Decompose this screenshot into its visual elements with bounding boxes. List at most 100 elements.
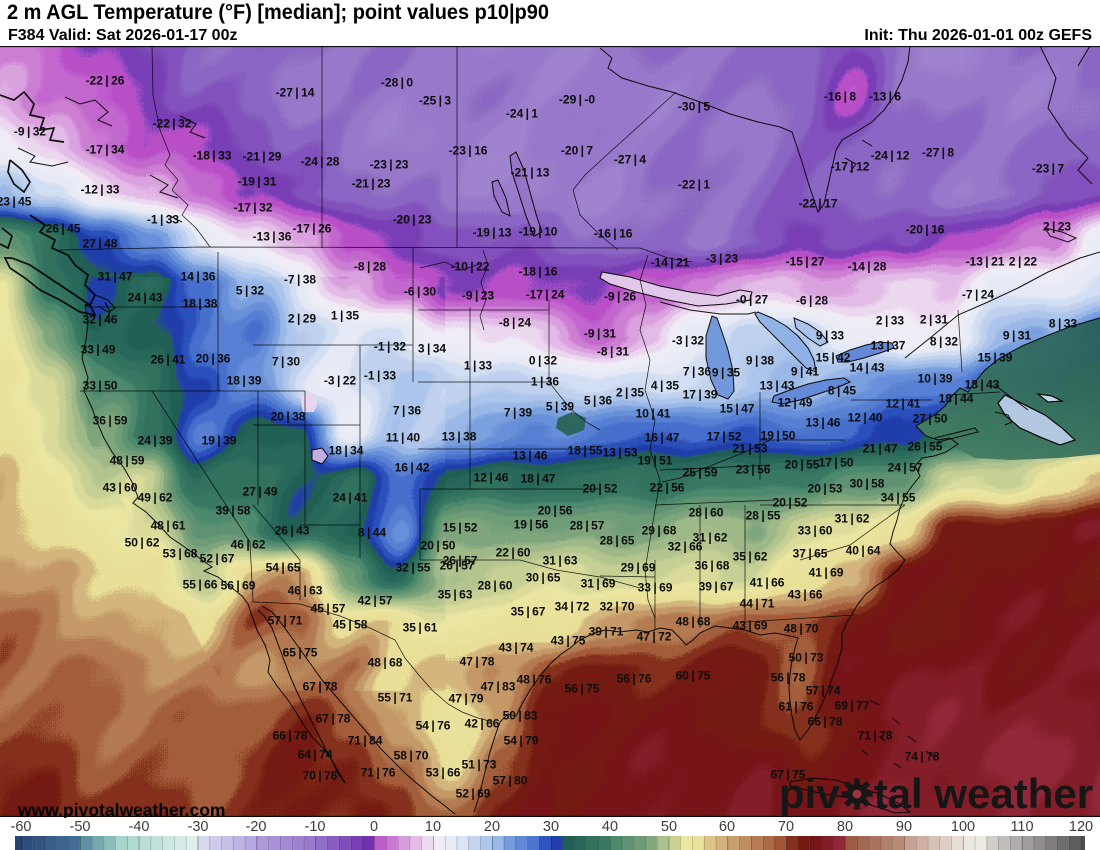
svg-text:33 | 60: 33 | 60 <box>798 524 833 538</box>
svg-text:110: 110 <box>1010 819 1033 835</box>
svg-text:12 | 46: 12 | 46 <box>474 471 509 485</box>
svg-text:50 | 73: 50 | 73 <box>789 651 824 665</box>
svg-text:-27 | 4: -27 | 4 <box>614 153 647 167</box>
svg-text:13 | 53: 13 | 53 <box>603 446 638 460</box>
svg-text:-19 | 31: -19 | 31 <box>238 175 277 189</box>
svg-text:53 | 68: 53 | 68 <box>163 547 198 561</box>
svg-text:-17 | 12: -17 | 12 <box>831 160 870 174</box>
svg-text:31 | 62: 31 | 62 <box>835 512 870 526</box>
svg-text:-30 | 5: -30 | 5 <box>678 100 711 114</box>
svg-text:11 | 40: 11 | 40 <box>386 431 421 445</box>
svg-text:45 | 58: 45 | 58 <box>333 618 368 632</box>
svg-text:5 | 39: 5 | 39 <box>546 400 575 414</box>
svg-text:27 | 49: 27 | 49 <box>243 485 278 499</box>
svg-text:15 | 52: 15 | 52 <box>443 521 478 535</box>
svg-text:-8 | 24: -8 | 24 <box>499 316 532 330</box>
svg-text:26 | 41: 26 | 41 <box>151 353 186 367</box>
svg-text:47 | 78: 47 | 78 <box>460 655 495 669</box>
svg-text:-7 | 24: -7 | 24 <box>962 288 995 302</box>
svg-text:48 | 68: 48 | 68 <box>676 615 711 629</box>
svg-text:-17 | 24: -17 | 24 <box>526 288 565 302</box>
svg-text:-17 | 32: -17 | 32 <box>234 201 273 215</box>
svg-text:10 | 41: 10 | 41 <box>636 407 671 421</box>
svg-text:12 | 49: 12 | 49 <box>778 396 813 410</box>
svg-text:-9 | 26: -9 | 26 <box>604 290 637 304</box>
svg-text:-24 | 12: -24 | 12 <box>871 149 910 163</box>
svg-text:-6 | 28: -6 | 28 <box>796 294 829 308</box>
svg-text:66 | 78: 66 | 78 <box>273 729 308 743</box>
svg-text:20 | 52: 20 | 52 <box>583 482 618 496</box>
svg-text:9 | 31: 9 | 31 <box>1003 329 1032 343</box>
svg-text:-50: -50 <box>70 819 91 835</box>
svg-text:-21 | 29: -21 | 29 <box>243 150 282 164</box>
svg-text:20 | 56: 20 | 56 <box>538 504 573 518</box>
svg-text:71 | 78: 71 | 78 <box>858 729 893 743</box>
svg-text:52 | 67: 52 | 67 <box>200 552 235 566</box>
svg-text:16 | 42: 16 | 42 <box>395 461 430 475</box>
svg-text:0 | 32: 0 | 32 <box>529 354 558 368</box>
svg-text:50 | 83: 50 | 83 <box>503 709 538 723</box>
svg-text:42 | 57: 42 | 57 <box>358 594 393 608</box>
svg-text:21 | 47: 21 | 47 <box>863 442 898 456</box>
svg-text:35 | 62: 35 | 62 <box>733 550 768 564</box>
svg-text:57 | 80: 57 | 80 <box>493 774 528 788</box>
svg-text:27 | 48: 27 | 48 <box>83 237 118 251</box>
svg-text:-23 | 7: -23 | 7 <box>1032 162 1065 176</box>
svg-text:43 | 66: 43 | 66 <box>788 588 823 602</box>
svg-text:56 | 69: 56 | 69 <box>221 579 256 593</box>
svg-text:7 | 30: 7 | 30 <box>272 355 301 369</box>
svg-text:37 | 65: 37 | 65 <box>793 547 828 561</box>
svg-text:19 | 39: 19 | 39 <box>202 434 237 448</box>
svg-text:67 | 75: 67 | 75 <box>771 768 806 782</box>
svg-text:-18 | 16: -18 | 16 <box>519 265 558 279</box>
svg-text:34 | 55: 34 | 55 <box>881 491 916 505</box>
svg-text:39 | 67: 39 | 67 <box>699 580 734 594</box>
svg-text:56 | 75: 56 | 75 <box>565 682 600 696</box>
svg-text:7 | 36: 7 | 36 <box>393 404 422 418</box>
svg-text:15 | 47: 15 | 47 <box>720 402 755 416</box>
svg-text:-7 | 38: -7 | 38 <box>284 273 317 287</box>
svg-text:50: 50 <box>661 819 677 835</box>
svg-text:-29 | -0: -29 | -0 <box>559 93 596 107</box>
svg-text:46 | 62: 46 | 62 <box>231 538 266 552</box>
svg-text:48 | 59: 48 | 59 <box>110 454 145 468</box>
svg-text:100: 100 <box>951 819 975 835</box>
svg-text:12 | 41: 12 | 41 <box>886 397 921 411</box>
svg-text:70: 70 <box>778 819 794 835</box>
svg-text:66 | 78: 66 | 78 <box>808 715 843 729</box>
svg-text:31 | 63: 31 | 63 <box>543 554 578 568</box>
svg-text:10: 10 <box>425 819 441 835</box>
svg-text:26 | 57: 26 | 57 <box>443 554 478 568</box>
svg-text:19 | 50: 19 | 50 <box>761 429 796 443</box>
svg-text:31 | 47: 31 | 47 <box>98 270 133 284</box>
svg-text:-25 | 3: -25 | 3 <box>419 94 452 108</box>
svg-text:18 | 38: 18 | 38 <box>183 297 218 311</box>
svg-text:65 | 75: 65 | 75 <box>283 646 318 660</box>
svg-text:-1 | 33: -1 | 33 <box>147 213 180 227</box>
svg-text:2 | 22: 2 | 22 <box>1009 255 1038 269</box>
svg-text:24 | 57: 24 | 57 <box>888 461 923 475</box>
svg-text:10 | 39: 10 | 39 <box>918 372 953 386</box>
svg-text:58 | 70: 58 | 70 <box>394 749 429 763</box>
svg-text:22 | 56: 22 | 56 <box>650 481 685 495</box>
svg-text:33 | 50: 33 | 50 <box>83 379 118 393</box>
svg-text:28 | 60: 28 | 60 <box>478 579 513 593</box>
svg-text:54 | 76: 54 | 76 <box>416 719 451 733</box>
svg-text:-30: -30 <box>188 819 209 835</box>
svg-text:-23 | 16: -23 | 16 <box>449 144 488 158</box>
svg-text:-13 | 36: -13 | 36 <box>253 230 292 244</box>
svg-text:-20 | 7: -20 | 7 <box>561 144 594 158</box>
svg-text:26 | 43: 26 | 43 <box>275 524 310 538</box>
svg-text:24 | 39: 24 | 39 <box>138 434 173 448</box>
svg-text:9 | 35: 9 | 35 <box>712 366 741 380</box>
svg-text:12 | 40: 12 | 40 <box>848 411 883 425</box>
svg-text:56 | 76: 56 | 76 <box>617 672 652 686</box>
svg-text:43 | 75: 43 | 75 <box>551 634 586 648</box>
svg-text:-23 | 23: -23 | 23 <box>370 158 409 172</box>
svg-text:27 | 50: 27 | 50 <box>913 412 948 426</box>
svg-text:30 | 65: 30 | 65 <box>526 571 561 585</box>
svg-text:39 | 58: 39 | 58 <box>216 504 251 518</box>
svg-text:26 | 57: 26 | 57 <box>440 559 475 573</box>
svg-text:52 | 69: 52 | 69 <box>456 787 491 801</box>
svg-text:60 | 75: 60 | 75 <box>676 669 711 683</box>
